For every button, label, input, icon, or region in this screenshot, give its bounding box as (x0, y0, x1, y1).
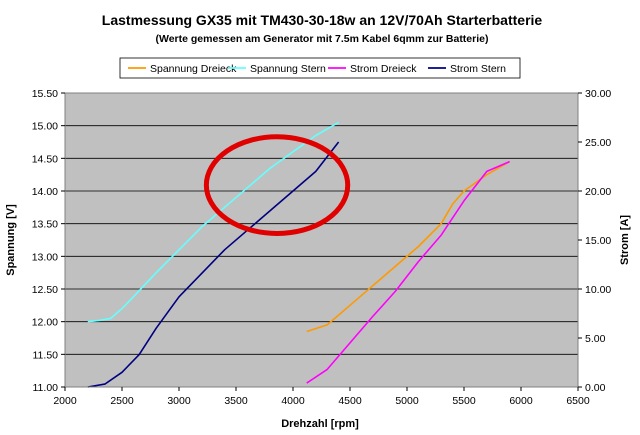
series-line-0 (306, 160, 510, 333)
legend-box (119, 57, 521, 79)
x-axis-label: Drehzahl [rpm] (281, 418, 359, 430)
y-tick-label: 14.00 (32, 186, 58, 198)
series-layer (87, 121, 510, 388)
y-tick-label: 13.50 (32, 219, 58, 231)
legend-label: Spannung Stern (250, 63, 326, 75)
y2-axis-label: Strom [A] (619, 215, 631, 265)
y-axis-label: Spannung [V] (5, 204, 17, 276)
x-tick-label: 4500 (338, 395, 362, 407)
y-axis-ticks: 11.00 11.50 12.00 12.50 13.00 13.50 14.00 14.50… (32, 88, 65, 394)
y-tick-label: 14.50 (32, 153, 58, 165)
y2-tick-label: 20.00 (585, 186, 611, 198)
x-tick-label: 5000 (395, 395, 419, 407)
y2-tick-label: 5.00 (585, 333, 606, 345)
x-tick-label: 2500 (110, 395, 134, 407)
y-tick-label: 11.00 (33, 382, 59, 394)
y2-tick-label: 25.00 (585, 137, 611, 149)
y-tick-label: 15.50 (32, 88, 58, 100)
chart-subtitle: (Werte gemessen am Generator mit 7.5m Ka… (155, 33, 488, 45)
series-line-1 (87, 121, 339, 323)
series-line-2 (306, 160, 510, 384)
legend-label: Spannung Dreieck (150, 63, 237, 75)
y2-tick-label: 10.00 (585, 284, 611, 296)
y2-tick-label: 30.00 (585, 88, 611, 100)
x-tick-label: 3500 (224, 395, 248, 407)
y2-tick-label: 0.00 (585, 382, 606, 394)
y-tick-label: 11.50 (33, 349, 59, 361)
y-tick-label: 12.00 (32, 317, 58, 329)
x-tick-label: 4000 (281, 395, 305, 407)
y-tick-label: 12.50 (32, 284, 58, 296)
x-axis-ticks: 2000 2500 3000 3500 4000 4500 5000 5500 6000 6500 (53, 387, 590, 407)
x-tick-label: 3000 (167, 395, 191, 407)
y-tick-label: 13.00 (32, 251, 58, 263)
annotation-layer (203, 134, 351, 236)
x-tick-label: 2000 (53, 395, 77, 407)
plot-area (65, 93, 578, 387)
y2-tick-label: 15.00 (585, 235, 611, 247)
series-line-3 (87, 141, 340, 388)
y2-axis-ticks: 0.00 5.00 10.00 15.00 20.00 25.00 30.00 (578, 88, 611, 394)
highlight-ellipse (203, 134, 351, 236)
legend-label: Strom Dreieck (350, 63, 417, 75)
x-tick-label: 5500 (452, 395, 476, 407)
legend: Spannung Dreieck Spannung Stern Strom Drei… (119, 57, 521, 79)
y-tick-label: 15.00 (32, 121, 58, 133)
legend-label: Strom Stern (450, 63, 506, 75)
x-tick-label: 6500 (566, 395, 590, 407)
x-tick-label: 6000 (509, 395, 533, 407)
chart-title: Lastmessung GX35 mit TM430-30-18w an 12V… (102, 12, 543, 28)
